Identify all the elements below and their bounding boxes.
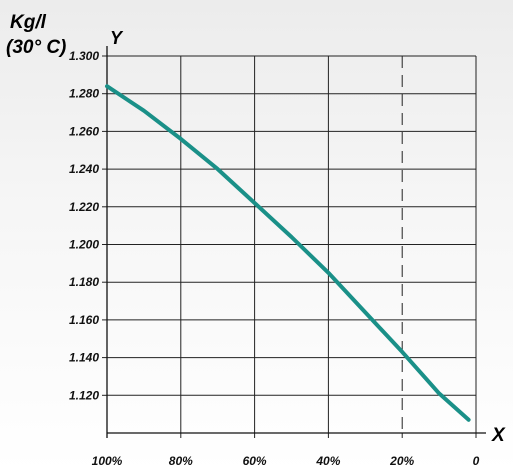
x-tick-label: 60%: [243, 454, 267, 468]
y-tick-label: 1.220: [69, 200, 99, 214]
x-tick-label: 100%: [92, 454, 123, 468]
x-tick-label: 20%: [389, 454, 414, 468]
density-curve: [105, 84, 471, 422]
y-tick-label: 1.200: [69, 238, 99, 252]
y-tick-label: 1.160: [69, 313, 99, 327]
y-tick-label: 1.140: [69, 351, 99, 365]
y-unit-label: Kg/l: [10, 12, 47, 33]
x-tick-label: 80%: [169, 454, 193, 468]
y-tick-label: 1.180: [69, 275, 99, 289]
y-tick-label: 1.120: [69, 388, 99, 402]
axes: [102, 46, 486, 438]
y-tick-label: 1.300: [69, 49, 99, 63]
y-tick-label: 1.240: [69, 162, 99, 176]
x-tick-labels: 100% 80% 60% 40% 20% 0: [92, 454, 480, 468]
grid: [107, 55, 477, 433]
series: [105, 84, 471, 422]
y-axis-letter: Y: [110, 28, 124, 48]
y-temperature-label: (30° C): [6, 37, 66, 58]
x-tick-label: 40%: [315, 454, 340, 468]
y-tick-label: 1.280: [69, 87, 99, 101]
x-tick-label: 0: [473, 454, 480, 468]
x-axis-letter: X: [491, 425, 506, 446]
y-tick-labels: 1.300 1.280 1.260 1.240 1.220 1.200 1.180 1.160…: [69, 49, 99, 402]
y-tick-label: 1.260: [69, 124, 99, 138]
